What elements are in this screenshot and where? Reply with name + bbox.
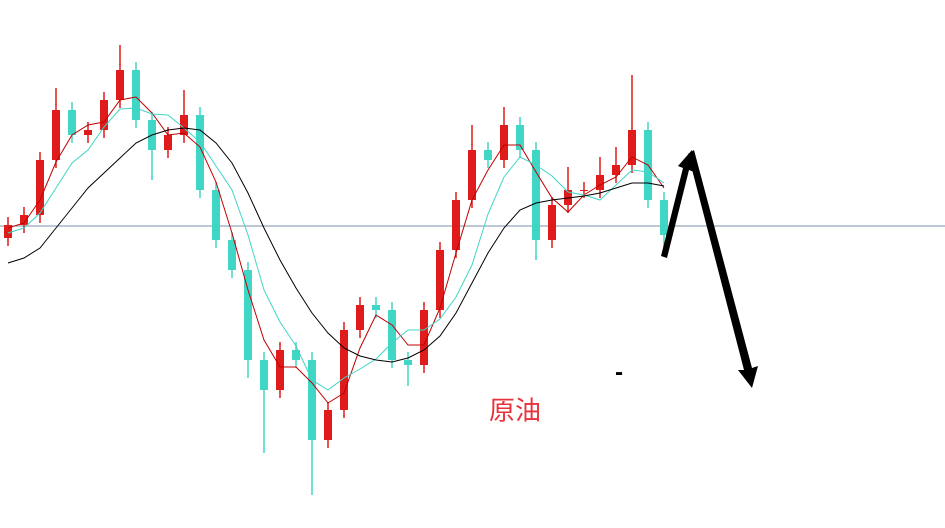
instrument-label: 原油 xyxy=(489,397,541,427)
candle-body xyxy=(596,175,604,190)
candle-body xyxy=(308,360,316,440)
candle-body xyxy=(132,70,140,120)
candle-body xyxy=(4,225,12,238)
candle-body xyxy=(500,125,508,160)
candle-body xyxy=(420,310,428,365)
candle-body xyxy=(484,150,492,160)
candle-body xyxy=(404,360,412,365)
candle-body xyxy=(292,350,300,360)
candle-body xyxy=(84,130,92,135)
candle-body xyxy=(212,190,220,240)
candle-body xyxy=(260,360,268,390)
candle-body xyxy=(324,410,332,440)
candle-body xyxy=(628,130,636,165)
candle-body xyxy=(660,200,668,235)
candle-body xyxy=(580,190,588,191)
candle-body xyxy=(196,115,204,190)
moving-average-line xyxy=(7,96,665,404)
candle-body xyxy=(116,70,124,100)
candle-body xyxy=(532,150,540,240)
candle-body xyxy=(340,330,348,410)
candle-body xyxy=(244,270,252,360)
candle-body xyxy=(388,310,396,360)
candle-body xyxy=(548,205,556,240)
marker-text: - xyxy=(615,361,623,385)
candle-body xyxy=(612,165,620,175)
candle-body xyxy=(20,215,28,225)
candle-body xyxy=(36,160,44,215)
candle-body xyxy=(180,115,188,135)
moving-average-line xyxy=(7,127,665,363)
candle-body xyxy=(164,135,172,150)
candle-body xyxy=(276,350,284,390)
candle-body xyxy=(68,110,76,135)
candle-body xyxy=(468,150,476,200)
candle-body xyxy=(436,250,444,310)
candle-body xyxy=(356,305,364,330)
candle-body xyxy=(100,100,108,130)
moving-average-line xyxy=(7,107,665,391)
candle-body xyxy=(52,110,60,160)
candle-body xyxy=(372,305,380,310)
candle-body xyxy=(228,240,236,270)
candle-body xyxy=(516,125,524,150)
candle-body xyxy=(452,200,460,250)
down-arrow xyxy=(688,150,758,388)
up-arrow xyxy=(661,150,694,258)
